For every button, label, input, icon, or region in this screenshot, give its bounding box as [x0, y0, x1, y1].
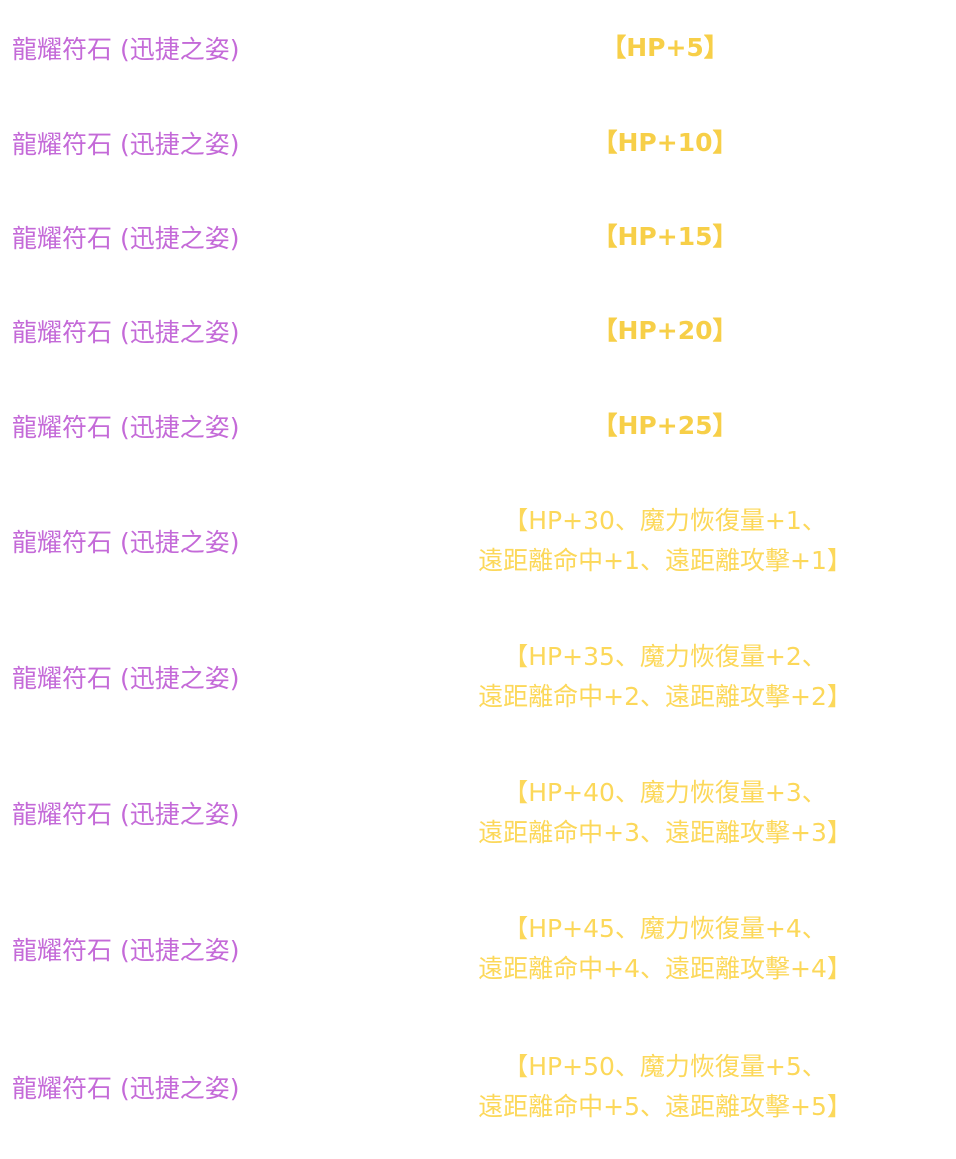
- item-name: 龍耀符石 (迅捷之姿): [12, 936, 240, 965]
- effect-line: 【HP+15】: [592, 222, 738, 251]
- item-effect: 【HP+5】: [370, 28, 956, 68]
- item-name: 龍耀符石 (迅捷之姿): [12, 528, 240, 557]
- item-effect: 【HP+15】: [370, 217, 956, 257]
- effect-line: 【HP+50、魔力恢復量+5、: [503, 1052, 827, 1081]
- item-name: 龍耀符石 (迅捷之姿): [12, 130, 240, 159]
- item-name: 龍耀符石 (迅捷之姿): [12, 800, 240, 829]
- effect-line: 遠距離命中+3、遠距離攻擊+3】: [478, 818, 852, 847]
- effect-line: 【HP+30、魔力恢復量+1、: [503, 506, 827, 535]
- item-name: 龍耀符石 (迅捷之姿): [12, 1074, 240, 1103]
- item-effect: 【HP+40、魔力恢復量+3、 遠距離命中+3、遠距離攻擊+3】: [370, 773, 956, 853]
- item-name: 龍耀符石 (迅捷之姿): [12, 224, 240, 253]
- effect-line: 【HP+5】: [601, 33, 729, 62]
- effect-line: 【HP+35、魔力恢復量+2、: [503, 642, 827, 671]
- effect-line: 遠距離命中+1、遠距離攻擊+1】: [478, 546, 852, 575]
- effect-line: 遠距離命中+4、遠距離攻擊+4】: [478, 954, 852, 983]
- effect-line: 遠距離命中+5、遠距離攻擊+5】: [478, 1092, 852, 1121]
- item-effect: 【HP+20】: [370, 311, 956, 351]
- item-name: 龍耀符石 (迅捷之姿): [12, 35, 240, 64]
- effect-line: 【HP+20】: [592, 316, 738, 345]
- effect-line: 【HP+10】: [592, 128, 738, 157]
- item-effect: 【HP+25】: [370, 406, 956, 446]
- effect-line: 遠距離命中+2、遠距離攻擊+2】: [478, 682, 852, 711]
- item-effect: 【HP+10】: [370, 123, 956, 163]
- item-effect: 【HP+30、魔力恢復量+1、 遠距離命中+1、遠距離攻擊+1】: [370, 501, 956, 581]
- effect-line: 【HP+45、魔力恢復量+4、: [503, 914, 827, 943]
- item-effect: 【HP+45、魔力恢復量+4、 遠距離命中+4、遠距離攻擊+4】: [370, 909, 956, 989]
- item-name: 龍耀符石 (迅捷之姿): [12, 413, 240, 442]
- item-effect: 【HP+50、魔力恢復量+5、 遠距離命中+5、遠距離攻擊+5】: [370, 1047, 956, 1127]
- effect-line: 【HP+40、魔力恢復量+3、: [503, 778, 827, 807]
- item-effect: 【HP+35、魔力恢復量+2、 遠距離命中+2、遠距離攻擊+2】: [370, 637, 956, 717]
- item-name: 龍耀符石 (迅捷之姿): [12, 318, 240, 347]
- effect-line: 【HP+25】: [592, 411, 738, 440]
- item-name: 龍耀符石 (迅捷之姿): [12, 664, 240, 693]
